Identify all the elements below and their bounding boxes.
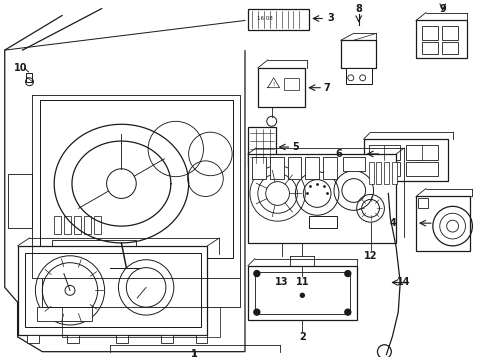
Bar — [308, 216, 336, 228]
Bar — [345, 68, 371, 84]
Bar — [26, 73, 32, 82]
Bar — [37, 307, 92, 321]
Bar — [251, 157, 265, 179]
Bar — [74, 216, 81, 234]
Bar — [247, 154, 395, 243]
Bar — [94, 216, 101, 234]
Text: 13: 13 — [274, 278, 288, 288]
Text: 14: 14 — [397, 278, 410, 288]
Bar — [24, 253, 200, 327]
Bar — [247, 127, 275, 165]
Bar — [415, 197, 469, 251]
Bar — [406, 145, 437, 160]
Bar — [283, 78, 299, 90]
Bar — [52, 240, 136, 267]
Bar — [342, 157, 364, 171]
Bar — [247, 266, 356, 320]
Bar — [384, 162, 388, 184]
Bar — [391, 162, 396, 184]
Bar — [323, 157, 336, 179]
Bar — [247, 9, 308, 30]
Bar — [67, 335, 79, 343]
Circle shape — [300, 293, 304, 297]
Bar — [161, 335, 172, 343]
Circle shape — [253, 309, 259, 315]
Bar — [64, 216, 71, 234]
Text: 10: 10 — [14, 63, 27, 73]
Bar — [421, 42, 437, 54]
Bar — [417, 198, 427, 208]
Bar — [54, 216, 61, 234]
Text: 6: 6 — [335, 149, 342, 159]
Text: 7: 7 — [323, 83, 330, 93]
Bar — [287, 157, 301, 179]
Bar — [257, 68, 305, 108]
Bar — [254, 271, 349, 314]
Circle shape — [344, 271, 350, 276]
Bar — [406, 162, 437, 176]
Bar — [368, 145, 399, 160]
Bar — [195, 335, 207, 343]
Text: 1: 1 — [191, 348, 198, 359]
Bar — [363, 139, 447, 181]
Bar — [340, 40, 376, 68]
Bar — [269, 157, 283, 179]
Bar — [368, 162, 399, 176]
Bar — [40, 100, 233, 258]
Text: 8: 8 — [354, 4, 362, 14]
Bar — [8, 174, 32, 228]
Bar — [421, 26, 437, 40]
Bar — [83, 216, 91, 234]
Bar — [305, 157, 319, 179]
Circle shape — [253, 271, 259, 276]
Bar — [368, 162, 373, 184]
Bar — [116, 335, 128, 343]
Text: !: ! — [272, 82, 274, 87]
Bar — [27, 335, 39, 343]
Bar — [441, 42, 457, 54]
Text: 3: 3 — [327, 13, 334, 23]
Text: 4: 4 — [389, 218, 396, 228]
Bar — [376, 162, 381, 184]
Bar — [415, 21, 467, 58]
Circle shape — [344, 309, 350, 315]
Text: 11: 11 — [295, 278, 308, 288]
Bar — [18, 246, 207, 335]
Text: 9: 9 — [438, 4, 445, 14]
Text: 12: 12 — [363, 251, 377, 261]
Text: 5: 5 — [291, 142, 298, 152]
Bar — [441, 26, 457, 40]
Text: 2: 2 — [298, 332, 305, 342]
Text: 16 08: 16 08 — [256, 16, 272, 21]
